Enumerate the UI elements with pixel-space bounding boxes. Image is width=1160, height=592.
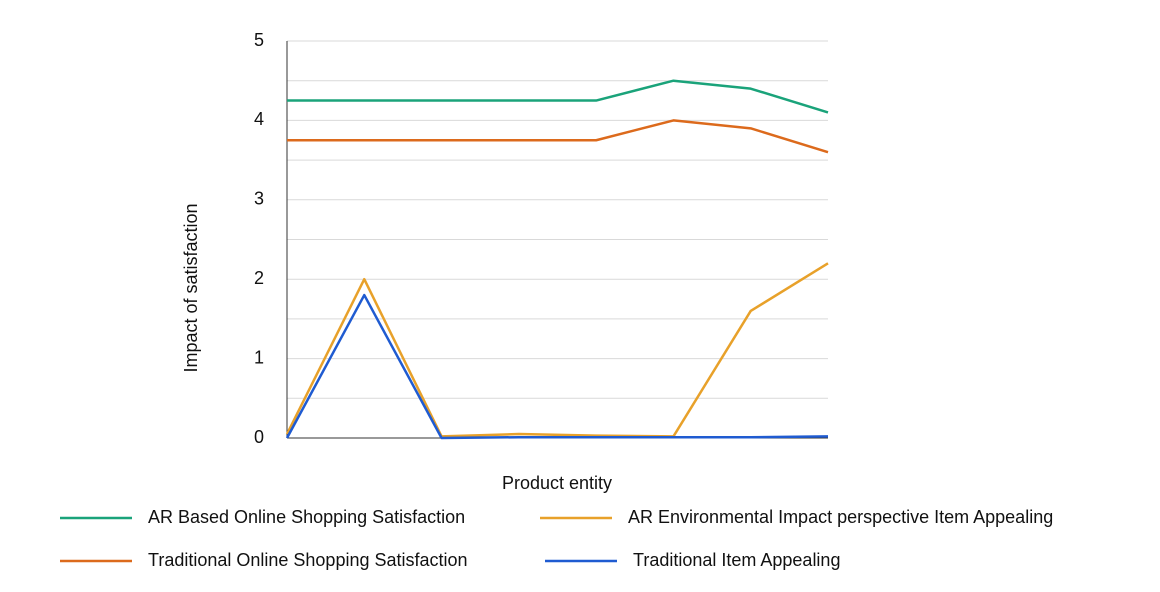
legend-label: AR Based Online Shopping Satisfaction xyxy=(148,507,465,527)
y-tick-label: 2 xyxy=(254,268,264,288)
y-tick-label: 4 xyxy=(254,109,264,129)
y-tick-label: 3 xyxy=(254,189,264,209)
y-axis-title: Impact of satisfaction xyxy=(181,203,201,372)
legend-label: AR Environmental Impact perspective Item… xyxy=(628,507,1053,527)
series-line xyxy=(285,262,829,438)
series-line xyxy=(287,79,829,114)
series-line xyxy=(285,293,829,440)
series-line xyxy=(287,119,829,154)
legend-label: Traditional Item Appealing xyxy=(633,550,840,570)
x-axis-title: Product entity xyxy=(502,473,612,493)
legend-label: Traditional Online Shopping Satisfaction xyxy=(148,550,468,570)
y-tick-label: 1 xyxy=(254,347,264,367)
y-tick-label: 5 xyxy=(254,30,264,50)
y-tick-label: 0 xyxy=(254,427,264,447)
